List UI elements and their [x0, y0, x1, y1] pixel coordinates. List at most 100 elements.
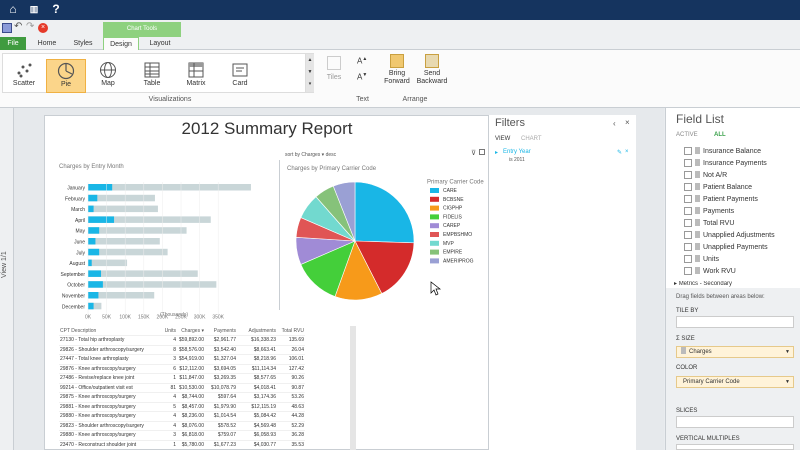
field-checkbox[interactable]	[684, 219, 692, 227]
bar-highlight[interactable]	[88, 205, 94, 213]
field-list-item[interactable]: Payments	[684, 206, 734, 217]
field-list-item[interactable]: Insurance Balance	[684, 146, 761, 157]
popout-icon[interactable]	[479, 149, 485, 155]
pie-sort-label[interactable]: sort by Charges ▾ desc	[285, 152, 337, 158]
table-header-cell[interactable]: Total RVU	[281, 327, 304, 334]
table-row[interactable]: 29876 - Knee arthroscopy/surgery 6 $12,112…	[59, 364, 305, 374]
dropdown-icon[interactable]: ▼	[785, 379, 790, 385]
bring-forward-button[interactable]: Bring Forward	[380, 54, 414, 94]
map-button[interactable]: Map	[88, 59, 128, 93]
table-row[interactable]: 29880 - Knee arthroscopy/surgery 4 $8,236.…	[59, 411, 305, 422]
redo-icon[interactable]: ↷	[26, 21, 35, 32]
table-row[interactable]: 29881 - Knee arthroscopy/surgery 5 $8,457.…	[59, 402, 305, 412]
remove-filter-icon[interactable]: ×	[625, 149, 629, 155]
field-checkbox[interactable]	[684, 243, 692, 251]
expand-icon[interactable]: ▸	[495, 150, 499, 156]
home-icon[interactable]: ⌂	[9, 2, 17, 16]
field-list-item[interactable]: Total RVU	[684, 218, 734, 229]
table-header-cell[interactable]: Payments	[213, 327, 236, 334]
table-row[interactable]: 29823 - Shoulder arthroscopy/surgery 4 $8,…	[59, 421, 305, 431]
help-icon[interactable]: ?	[52, 2, 60, 16]
bar-highlight[interactable]	[88, 270, 102, 277]
bar-base[interactable]	[88, 238, 160, 245]
table-row[interactable]: 99214 - Office/outpatient visit est 81 $10…	[59, 383, 305, 393]
pie-slice[interactable]	[354, 240, 415, 294]
bar-highlight[interactable]	[88, 281, 103, 288]
eraser-icon[interactable]: ✎	[617, 150, 623, 156]
stats-icon[interactable]: ▥	[29, 4, 39, 14]
tab-active[interactable]: ACTIVE	[676, 132, 698, 138]
table-header-cell[interactable]: CPT Description	[60, 327, 97, 334]
table-row[interactable]: 29880 - Knee arthroscopy/surgery 3 $6,818.…	[59, 430, 305, 441]
field-checkbox[interactable]	[684, 231, 692, 239]
field-checkbox[interactable]	[684, 171, 692, 179]
tab-all[interactable]: ALL	[714, 132, 726, 138]
field-checkbox[interactable]	[684, 183, 692, 191]
gallery-more-icon[interactable]: ▾	[308, 81, 312, 87]
close-icon[interactable]: ×	[38, 23, 48, 33]
pie-slice[interactable]	[354, 181, 415, 244]
bar-base[interactable]	[88, 270, 198, 277]
tiles-button[interactable]: Tiles	[320, 56, 348, 92]
scatter-button[interactable]: Scatter	[4, 59, 44, 93]
send-backward-button[interactable]: Send Backward	[414, 54, 450, 94]
tab-design[interactable]: Design	[103, 37, 139, 50]
field-list-item[interactable]: Work RVU	[684, 266, 736, 277]
tile-by-dropzone[interactable]	[676, 316, 794, 328]
field-checkbox[interactable]	[684, 255, 692, 263]
table-scrollbar[interactable]	[350, 326, 356, 450]
undo-icon[interactable]: ↶	[14, 21, 23, 32]
bar-base[interactable]	[88, 216, 211, 223]
field-list-item[interactable]: Unapplied Payments	[684, 242, 768, 253]
filter-field[interactable]: Entry Year	[503, 149, 531, 155]
bar-highlight[interactable]	[88, 292, 99, 299]
metrics-secondary[interactable]: ▸ Metrics - Secondary	[674, 281, 733, 287]
field-checkbox[interactable]	[684, 267, 692, 275]
filter-funnel-icon[interactable]: ⊽	[471, 150, 477, 157]
table-row[interactable]: 29875 - Knee arthroscopy/surgery 4 $8,744.…	[59, 392, 305, 403]
field-list-item[interactable]: Not A/R	[684, 170, 727, 181]
table-row[interactable]: 27486 - Revise/replace knee joint 1 $11,84…	[59, 373, 305, 384]
field-checkbox[interactable]	[684, 159, 692, 167]
tab-view[interactable]: VIEW	[495, 136, 511, 142]
gallery-down-icon[interactable]: ▼	[307, 69, 313, 75]
table-button[interactable]: Table	[132, 59, 172, 93]
pie-button[interactable]: Pie	[46, 59, 86, 93]
tab-file[interactable]: File	[0, 37, 26, 50]
bar-base[interactable]	[88, 227, 187, 234]
field-checkbox[interactable]	[684, 195, 692, 203]
font-increase-icon[interactable]: A▲	[357, 56, 368, 66]
table-row[interactable]: 27447 - Total knee arthroplasty 3 $54,919.…	[59, 354, 305, 365]
bar-highlight[interactable]	[88, 238, 96, 245]
size-field-pill[interactable]: Charges ▼	[676, 346, 794, 358]
field-checkbox[interactable]	[684, 147, 692, 155]
table-header-cell[interactable]: Units	[164, 327, 176, 334]
color-field-pill[interactable]: Primary Carrier Code ▼	[676, 376, 794, 388]
table-row[interactable]: 23470 - Reconstruct shoulder joint 1 $5,78…	[59, 440, 305, 450]
bar-base[interactable]	[88, 194, 155, 202]
gallery-scroll[interactable]: ▲ ▼ ▾	[305, 54, 314, 92]
field-list-item[interactable]: Patient Balance	[684, 182, 752, 193]
table-row[interactable]: 27130 - Total hip arthroplasty 4 $59,892.0…	[59, 335, 305, 346]
bar-highlight[interactable]	[88, 216, 115, 223]
field-checkbox[interactable]	[684, 207, 692, 215]
bar-base[interactable]	[88, 184, 251, 191]
bar-base[interactable]	[88, 248, 168, 256]
gallery-up-icon[interactable]: ▲	[307, 57, 313, 63]
field-list-item[interactable]: Unapplied Adjustments	[684, 230, 775, 241]
bar-base[interactable]	[88, 292, 155, 299]
bar-base[interactable]	[88, 281, 217, 288]
font-decrease-icon[interactable]: A▼	[357, 72, 368, 82]
field-list-item[interactable]: Patient Payments	[684, 194, 758, 205]
bar-highlight[interactable]	[88, 227, 100, 234]
bar-highlight[interactable]	[88, 302, 94, 310]
bar-highlight[interactable]	[88, 194, 98, 202]
card-button[interactable]: Card	[220, 59, 260, 93]
field-list-item[interactable]: Insurance Payments	[684, 158, 767, 169]
table-header-cell[interactable]: Charges ▾	[181, 327, 204, 334]
vertical-multiples-dropzone[interactable]	[676, 444, 794, 450]
tab-chart[interactable]: CHART	[521, 136, 542, 142]
dropdown-icon[interactable]: ▼	[785, 349, 790, 355]
bar-highlight[interactable]	[88, 184, 113, 191]
bar-highlight[interactable]	[88, 248, 100, 256]
